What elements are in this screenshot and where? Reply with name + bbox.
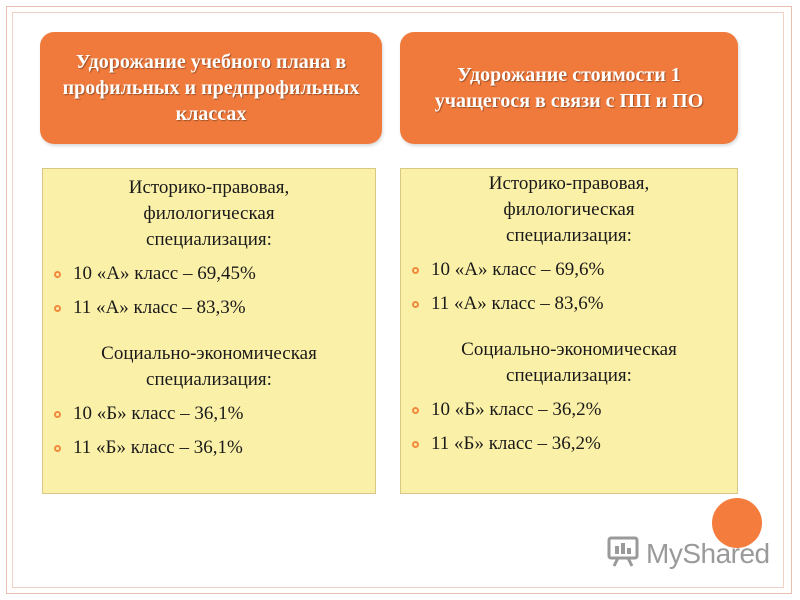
list-item: 10 «А» класс – 69,6% <box>401 257 737 283</box>
section-title-socio-economic: Социально-экономическая специализация: <box>101 343 317 390</box>
panel-curriculum-cost: Историко-правовая, филологическая специа… <box>42 168 376 494</box>
watermark-text: MyShared <box>646 538 770 569</box>
section-title-history-law: Историко-правовая, филологическая специа… <box>128 177 290 250</box>
list-item: 10 «А» класс – 69,45% <box>43 261 375 287</box>
list-item-text: 10 «А» класс – 69,6% <box>431 259 605 280</box>
list-item-text: 10 «А» класс – 69,45% <box>73 263 256 284</box>
bullet-icon <box>54 270 61 278</box>
list-item-text: 11 «Б» класс – 36,2% <box>431 433 601 454</box>
bullet-icon <box>412 300 419 308</box>
panel-student-cost: Историко-правовая, филологическая специа… <box>400 168 738 494</box>
list-item: 11 «А» класс – 83,3% <box>43 295 375 321</box>
list-item: 10 «Б» класс – 36,2% <box>401 397 737 423</box>
list-item-text: 11 «А» класс – 83,6% <box>431 293 604 314</box>
myshared-watermark: MyShared <box>606 536 770 572</box>
slide-border-inner <box>12 12 784 588</box>
presentation-board-icon <box>606 534 640 575</box>
bullet-icon <box>412 440 419 448</box>
header-student-cost: Удорожание стоимости 1 учащегося в связи… <box>400 32 738 144</box>
header-student-cost-text: Удорожание стоимости 1 учащегося в связи… <box>434 64 704 112</box>
list-item: 11 «Б» класс – 36,2% <box>401 431 737 457</box>
section-title-socio-economic: Социально-экономическая специализация: <box>461 339 677 386</box>
bullet-icon <box>412 266 419 274</box>
header-curriculum-cost-text: Удорожание учебного плана в профильных и… <box>62 51 360 125</box>
section-title-history-law: Историко-правовая, филологическая специа… <box>488 173 650 246</box>
list-item-text: 11 «А» класс – 83,3% <box>73 297 246 318</box>
list-item-text: 10 «Б» класс – 36,2% <box>431 399 602 420</box>
list-item-text: 10 «Б» класс – 36,1% <box>73 403 244 424</box>
list-item-text: 11 «Б» класс – 36,1% <box>73 437 243 458</box>
bullet-icon <box>54 410 61 418</box>
list-item: 10 «Б» класс – 36,1% <box>43 401 375 427</box>
bullet-icon <box>54 304 61 312</box>
list-item: 11 «А» класс – 83,6% <box>401 291 737 317</box>
slide-border-outer <box>6 6 792 594</box>
bullet-icon <box>54 444 61 452</box>
list-item: 11 «Б» класс – 36,1% <box>43 435 375 461</box>
decorative-circle <box>712 498 762 548</box>
bullet-icon <box>412 406 419 414</box>
header-curriculum-cost: Удорожание учебного плана в профильных и… <box>40 32 382 144</box>
